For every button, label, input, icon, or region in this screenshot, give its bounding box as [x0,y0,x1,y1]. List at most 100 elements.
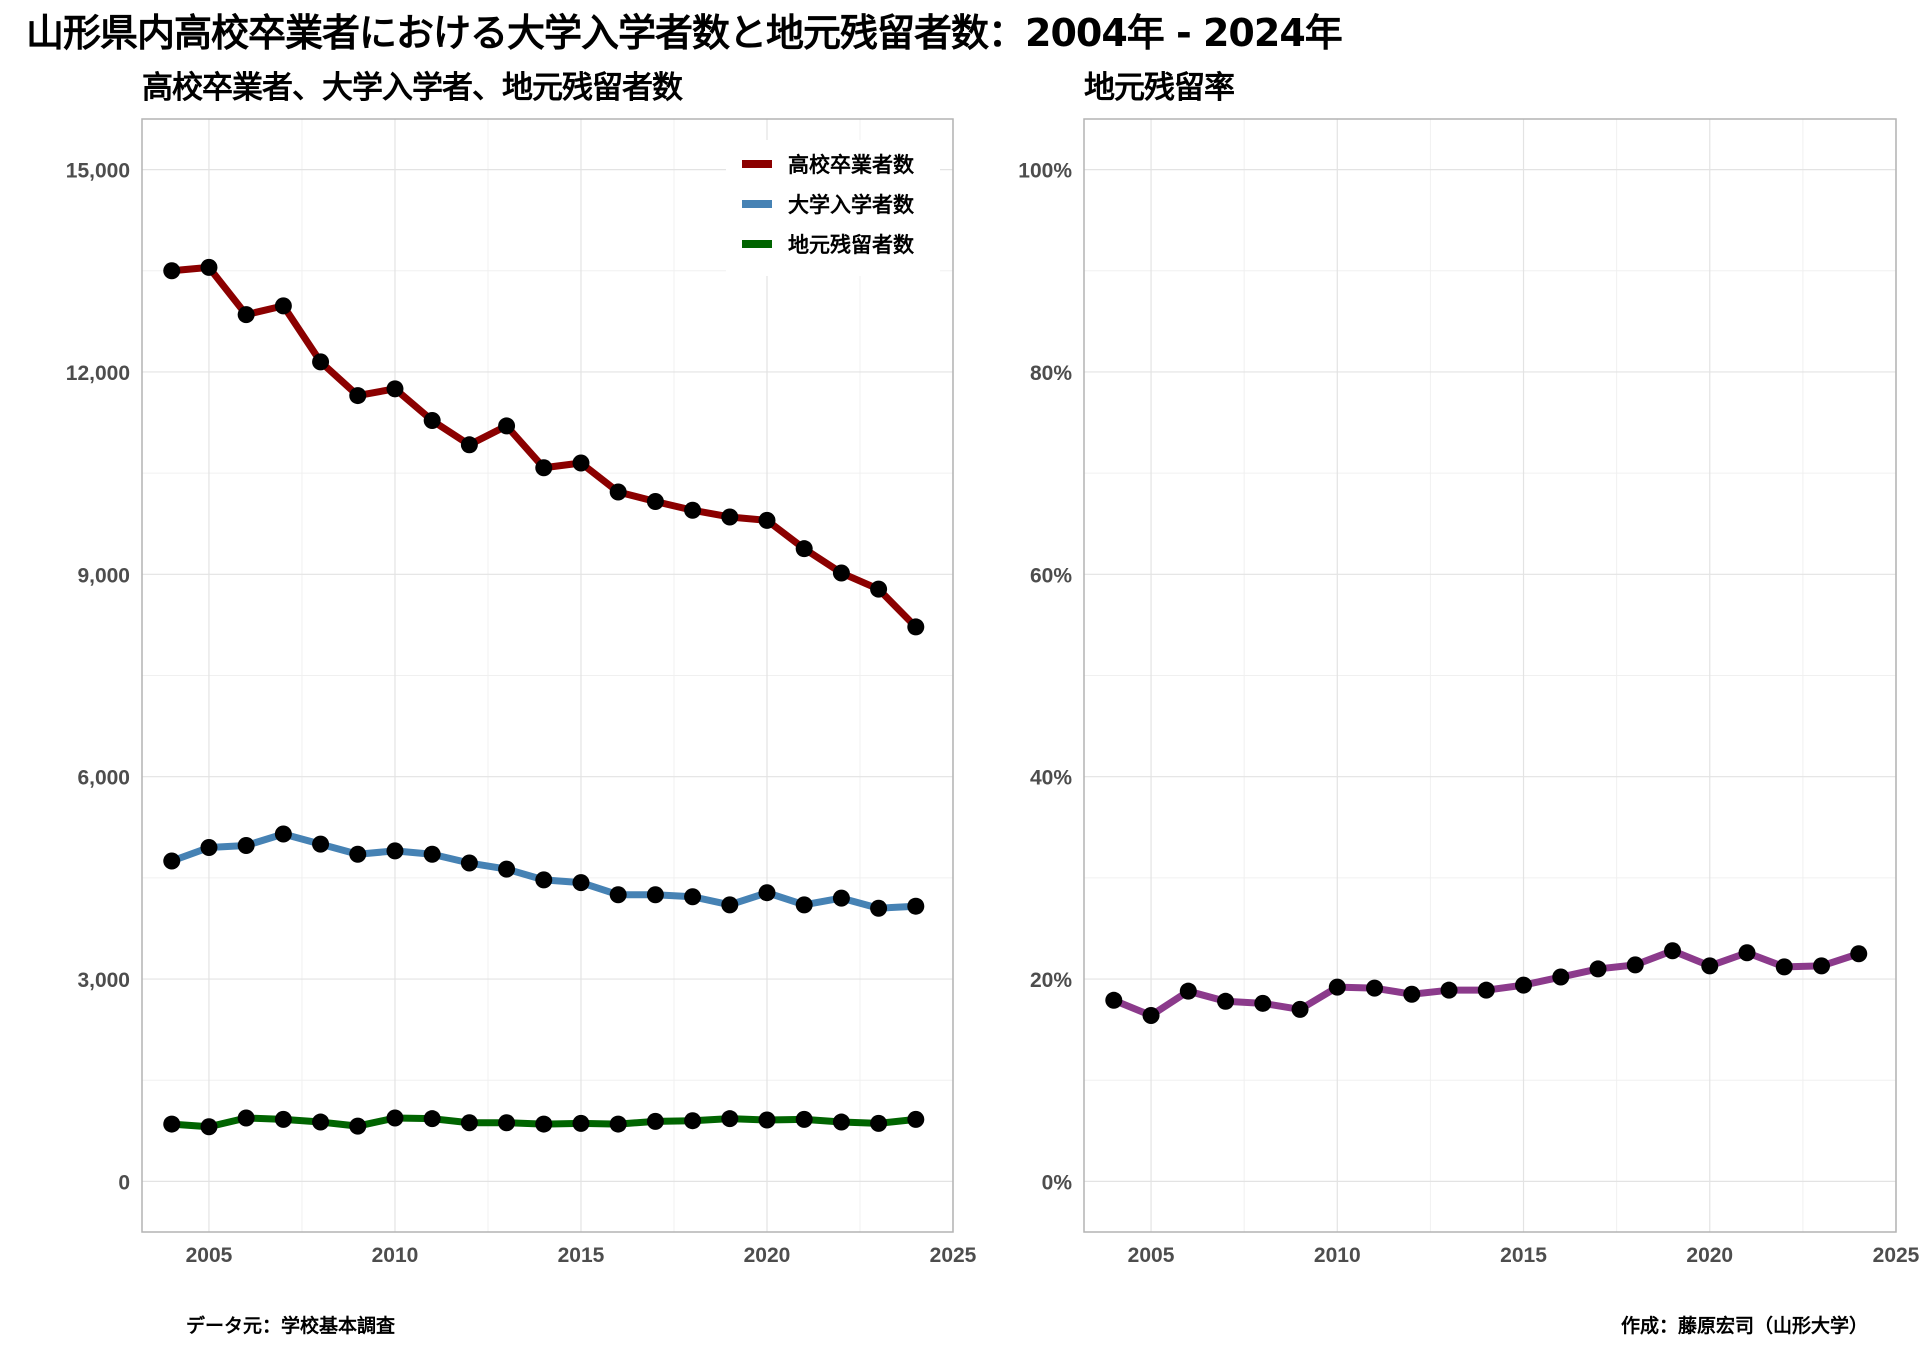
left-data-point [609,886,627,904]
right-data-point [1366,979,1384,997]
right-panel-border [1083,118,1897,1233]
left-data-point [870,1114,888,1132]
data-source-note: データ元：学校基本調査 [186,1315,396,1337]
left-data-point [349,387,367,405]
left-data-point [721,896,739,914]
left-data-point [684,888,702,906]
right-data-point [1105,991,1123,1009]
right-data-point [1403,985,1421,1003]
right-y-tick-label: 0% [1042,1171,1073,1194]
left-data-point [274,297,292,315]
left-data-point [163,262,181,280]
left-panel-title: 高校卒業者、大学入学者、地元残留者数 [142,70,683,106]
left-data-point [646,1112,664,1130]
left-panel-border [141,118,954,1233]
left-x-tick-label: 2015 [558,1244,605,1267]
left-data-point [349,845,367,863]
left-data-point [907,618,925,636]
left-x-tick-label: 2005 [186,1244,233,1267]
left-series-line-0 [168,263,920,631]
right-data-point [1775,958,1793,976]
left-data-point [609,483,627,501]
left-x-tick-label: 2020 [744,1244,791,1267]
left-data-point [312,1113,330,1131]
right-y-tick-label: 80% [1030,362,1072,385]
right-y-tick-label: 60% [1030,564,1072,587]
left-data-point [535,871,553,889]
left-data-point [870,580,888,598]
left-data-point [163,852,181,870]
right-data-point [1477,981,1495,999]
legend-label: 大学入学者数 [788,193,915,217]
left-data-point [572,1114,590,1132]
left-data-point [498,860,516,878]
left-data-point [646,492,664,510]
left-data-point [237,836,255,854]
right-y-tick-label: 100% [1018,160,1072,183]
right-data-point [1701,957,1719,975]
left-data-point [758,884,776,902]
left-data-point [274,1110,292,1128]
left-y-tick-label: 3,000 [77,969,130,992]
right-x-tick-label: 2010 [1314,1244,1361,1267]
right-data-point [1552,968,1570,986]
left-data-point [684,1112,702,1130]
left-data-point [349,1117,367,1135]
right-x-tick-label: 2005 [1128,1244,1175,1267]
left-data-point [423,412,441,430]
left-data-point [832,564,850,582]
left-data-point [907,1110,925,1128]
left-data-point [237,306,255,324]
author-credit-note: 作成：藤原宏司（山形大学） [1620,1315,1868,1337]
left-data-point [423,1110,441,1128]
left-data-point [200,258,218,276]
left-x-tick-label: 2025 [930,1244,977,1267]
right-data-point [1515,976,1533,994]
right-data-point [1291,1000,1309,1018]
legend-label: 高校卒業者数 [788,153,915,177]
right-plot-panel: 0% 20% 40% 60% 80% 100% 2005 2010 2015 2020 2025 [1018,118,1920,1267]
left-y-tick-label: 9,000 [77,564,130,587]
left-data-point [870,899,888,917]
figure-title: 山形県内高校卒業者における大学入学者数と地元残留者数：2004年 - 2024年 [26,11,1343,55]
right-y-tick-label: 20% [1030,969,1072,992]
left-y-tick-label: 12,000 [66,362,130,385]
left-data-point [237,1109,255,1127]
left-data-point [795,896,813,914]
right-data-point [1254,994,1272,1012]
left-data-point [498,1114,516,1132]
right-x-tick-label: 2015 [1500,1244,1547,1267]
left-data-point [907,897,925,915]
left-data-point [460,854,478,872]
right-data-point [1664,942,1682,960]
left-plot-panel: 0 3,000 6,000 9,000 12,000 15,000 2005 2010 2015… [66,118,977,1267]
left-x-tick-label: 2010 [372,1244,419,1267]
right-data-point [1328,978,1346,996]
right-data-point [1440,981,1458,999]
legend-label: 地元残留者数 [788,233,915,257]
right-data-point [1217,992,1235,1010]
right-data-point [1179,982,1197,1000]
right-y-tick-label: 40% [1030,767,1072,790]
left-data-point [460,1114,478,1132]
right-x-tick-label: 2020 [1686,1244,1733,1267]
left-data-point [386,380,404,398]
left-data-point [646,886,664,904]
left-data-point [609,1115,627,1133]
left-data-point [386,1109,404,1127]
left-data-point [386,842,404,860]
left-data-point [572,874,590,892]
left-data-point [200,839,218,857]
right-data-point [1738,944,1756,962]
left-data-point [312,353,330,371]
left-data-point [795,1110,813,1128]
left-data-point [460,436,478,454]
right-data-point [1589,960,1607,978]
left-data-point [721,1110,739,1128]
left-data-point [535,459,553,477]
left-data-point [200,1118,218,1136]
right-data-point [1626,956,1644,974]
left-data-point [795,540,813,558]
